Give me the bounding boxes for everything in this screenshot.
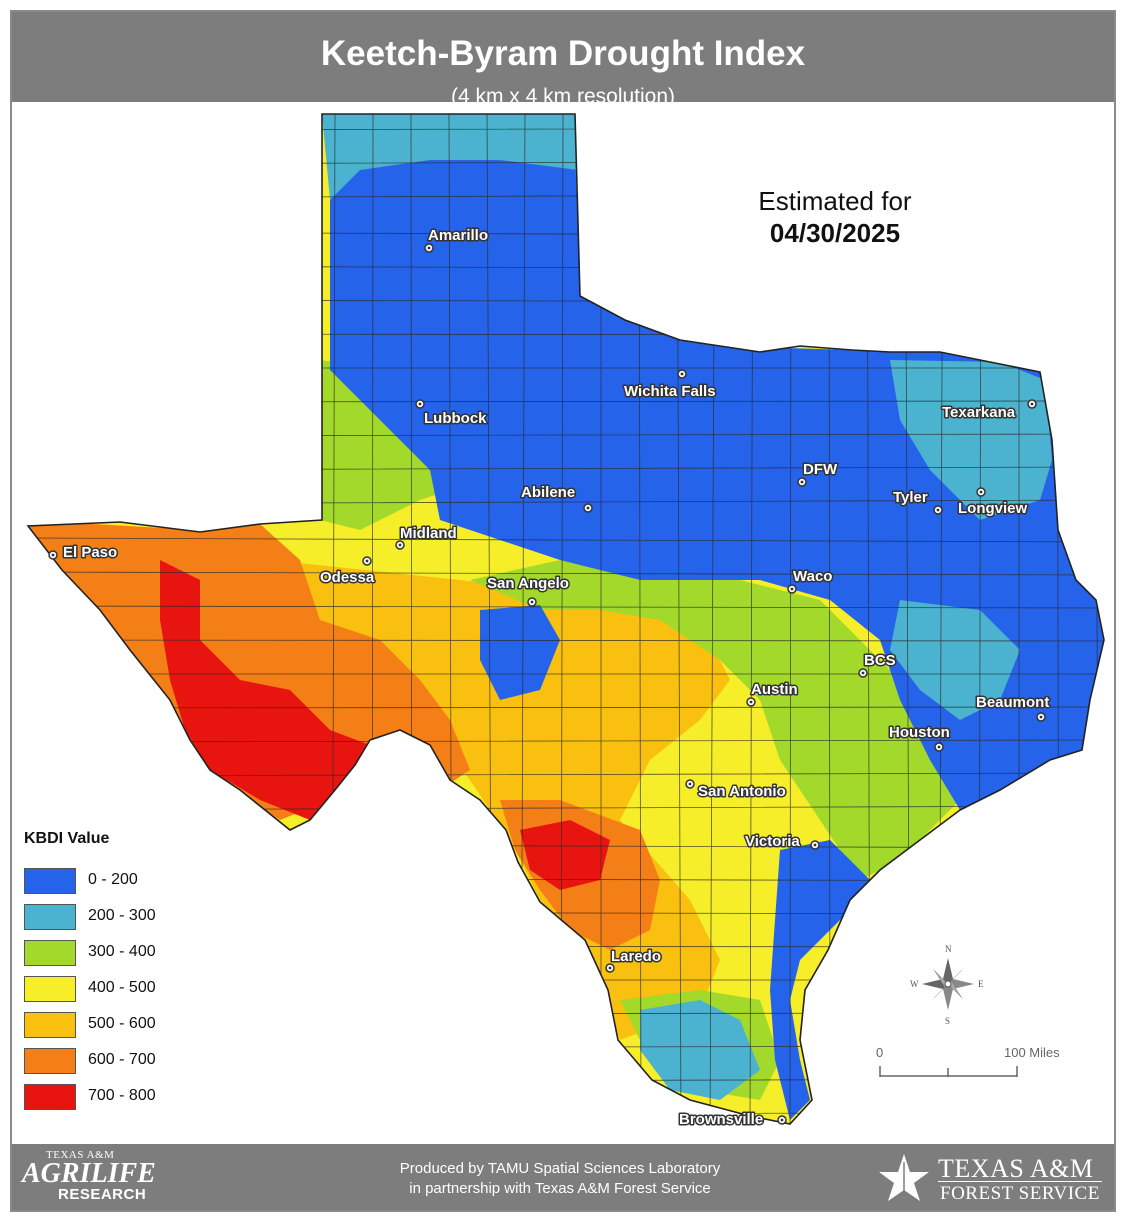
legend-label: 0 - 200 [88,871,138,888]
city-label: San Antonio [698,783,786,800]
scale-bar: 0 100 Miles [876,1045,1060,1077]
city-marker: Waco [787,567,834,594]
legend-item: 600 - 700 [24,1048,324,1074]
texas-am-forest-service-logo: TEXAS A&M FOREST SERVICE [874,1150,1110,1206]
city-marker: Austin [746,680,799,707]
estimate-label: Estimated for [758,186,912,216]
city-label: Laredo [611,948,661,965]
city-label: Tyler [893,489,928,506]
city-label: Longview [958,500,1028,517]
city-label: Wichita Falls [624,383,716,400]
compass-s: S [945,1016,950,1026]
legend-swatch [24,1084,76,1110]
credit-line-1: Produced by TAMU Spatial Sciences Labora… [399,1160,721,1177]
city-marker: Houston [888,723,951,752]
city-marker: Beaumont [975,693,1051,722]
city-label: Abilene [521,484,575,501]
zone-700-800-south [520,820,610,890]
agrilife-research-logo: TEXAS A&M AGRILIFE RESEARCH [22,1149,156,1203]
legend-swatch [24,976,76,1002]
legend-item: 400 - 500 [24,976,324,1002]
city-label: San Angelo [487,575,569,592]
city-label: DFW [803,461,838,478]
zone-0-200-sanangelo [480,605,560,700]
compass-n: N [945,944,952,954]
city-marker: San Angelo [486,574,570,607]
zone-300-400-central [470,560,960,880]
city-marker: Amarillo [424,226,490,253]
legend-label: 700 - 800 [88,1087,156,1104]
city-marker: Abilene [520,483,593,513]
header-bar: Keetch-Byram Drought Index (4 km x 4 km … [12,12,1114,108]
compass-w: W [910,979,919,989]
city-marker: Brownsville [678,1110,787,1130]
city-marker: Laredo [605,947,663,973]
legend-swatch [24,1012,76,1038]
city-marker: San Antonio [685,779,787,802]
legend-item: 0 - 200 [24,868,324,894]
city-label: Victoria [745,833,800,850]
legend-label: 400 - 500 [88,979,156,996]
zone-200-300-south [640,1000,760,1100]
page-subtitle: (4 km x 4 km resolution) [450,85,676,108]
legend-swatch [24,868,76,894]
legend-item: 200 - 300 [24,904,324,930]
texas-outline [26,113,1105,1125]
footer-bar [12,1144,1114,1210]
city-label: Midland [400,525,457,542]
city-label: Waco [793,568,832,585]
city-label: Texarkana [942,404,1016,421]
city-label: Lubbock [424,410,487,427]
star-icon [879,1154,929,1201]
city-label: Odessa [320,569,375,586]
city-marker: Lubbock [415,399,489,429]
estimate-date: 04/30/2025 [769,218,901,248]
city-marker: Tyler [892,488,943,515]
legend-label: 200 - 300 [88,907,156,924]
legend-item: 300 - 400 [24,940,324,966]
city-label: Beaumont [976,694,1049,711]
city-label: BCS [864,652,896,669]
city-marker: DFW [797,460,839,487]
zone-200-300-northtop [322,114,578,200]
city-marker: Victoria [744,832,820,852]
legend-title: KBDI Value [24,830,110,847]
city-label: Amarillo [428,227,488,244]
compass-e: E [978,979,984,989]
legend-label: 500 - 600 [88,1015,156,1032]
city-marker: El Paso [48,543,119,563]
city-label: Austin [751,681,798,698]
page-title: Keetch-Byram Drought Index [320,34,806,73]
zone-200-300-east [890,360,1052,520]
city-marker: BCS [858,651,897,678]
city-marker: Texarkana [941,399,1037,423]
city-marker: Wichita Falls [623,369,717,402]
zone-200-300-southeast [890,600,1020,720]
legend-item: 700 - 800 [24,1084,324,1110]
compass-icon: N S E W [910,944,984,1026]
city-marker: Midland [395,524,458,550]
scale-end-label: 100 Miles [1004,1045,1060,1060]
legend-item: 500 - 600 [24,1012,324,1038]
legend-swatch [24,1048,76,1074]
zone-700-800-bigbend [160,560,370,820]
legend-swatch [24,940,76,966]
city-marker: Longview [957,487,1029,519]
legend-swatch [24,904,76,930]
scale-start-label: 0 [876,1045,883,1060]
credit-line-2: in partnership with Texas A&M Forest Ser… [409,1180,711,1197]
legend-label: 300 - 400 [88,943,156,960]
legend-label: 600 - 700 [88,1051,156,1068]
city-label: Brownsville [679,1111,763,1128]
city-label: El Paso [63,544,117,561]
city-marker: Odessa [319,556,376,588]
city-label: Houston [889,724,950,741]
